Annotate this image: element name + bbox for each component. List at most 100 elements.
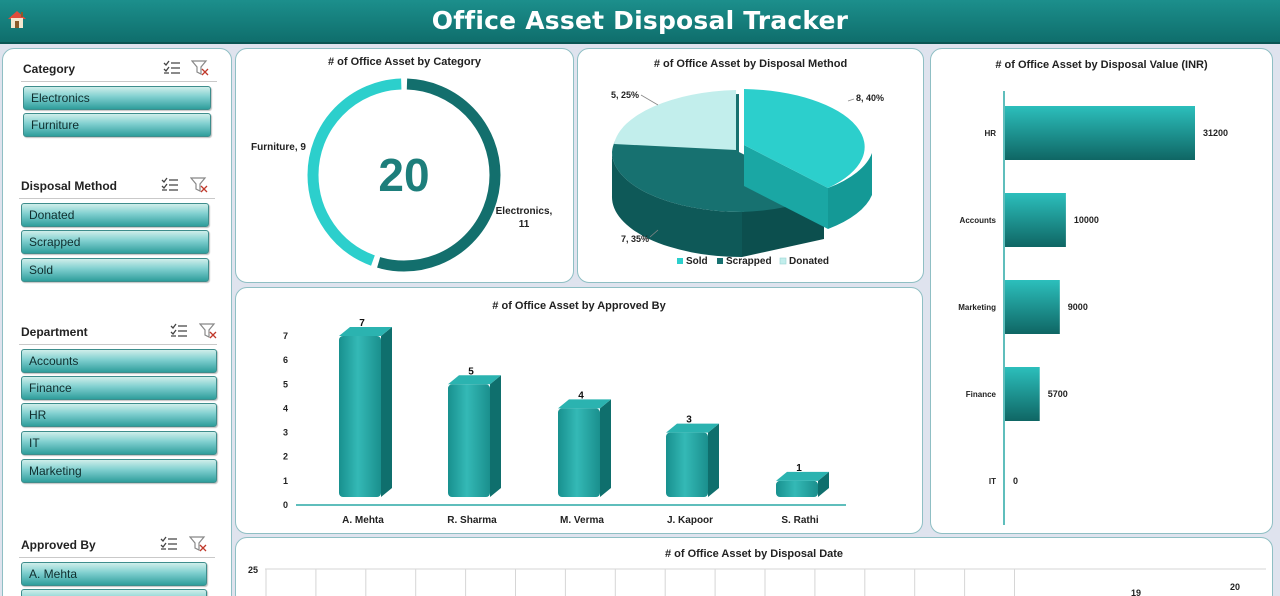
bar-chart-disposal-value: HR 31200 Accounts 10000 Marketing 9000 Finance… bbox=[958, 91, 1228, 525]
donut-label-furniture: Furniture, 9 bbox=[251, 142, 306, 153]
bar-a-mehta[interactable] bbox=[339, 336, 381, 497]
slicer-item-finance[interactable]: Finance bbox=[21, 376, 217, 400]
data-label: 19 bbox=[1131, 588, 1141, 596]
chart-panel-disposal-method: # of Office Asset by Disposal Method 8, … bbox=[577, 48, 924, 283]
slicer-item-marketing[interactable]: Marketing bbox=[21, 459, 217, 483]
legend-swatch-scrapped bbox=[717, 258, 723, 264]
header-bar: Office Asset Disposal Tracker bbox=[0, 0, 1280, 44]
bar-value-label: 31200 bbox=[1203, 128, 1228, 138]
pie-slice-sold-side bbox=[744, 145, 828, 229]
chart-title: # of Office Asset by Disposal Method bbox=[653, 58, 848, 70]
clear-filter-icon[interactable] bbox=[199, 323, 217, 339]
clear-filter-icon[interactable] bbox=[189, 536, 207, 552]
home-icon[interactable] bbox=[6, 8, 28, 30]
y-category-label: Accounts bbox=[960, 216, 997, 225]
slicer-item-hr[interactable]: HR bbox=[21, 403, 217, 427]
bar-top-j-kapoor bbox=[666, 423, 719, 433]
donut-label-electronics: Electronics, 11 bbox=[496, 206, 553, 230]
chart-title: # of Office Asset by Approved By bbox=[492, 300, 666, 312]
chart-title: # of Office Asset by Disposal Date bbox=[664, 548, 844, 560]
pie-slice-donated[interactable] bbox=[614, 90, 736, 150]
clear-filter-icon[interactable] bbox=[191, 60, 209, 76]
slicer-title-disposal-method: Disposal Method bbox=[21, 179, 118, 193]
x-category-label: J. Kapoor bbox=[667, 515, 713, 526]
slicer-item-sold[interactable]: Sold bbox=[21, 258, 209, 282]
pie-slice-sold[interactable] bbox=[744, 89, 865, 188]
slicer-item-electronics[interactable]: Electronics bbox=[23, 86, 211, 110]
y-category-label: Finance bbox=[966, 390, 997, 399]
bar-side-r-sharma bbox=[490, 375, 501, 497]
y-tick-label: 5 bbox=[283, 379, 288, 389]
bar-accounts[interactable] bbox=[1005, 193, 1066, 247]
bar-side-s-rathi bbox=[818, 471, 829, 497]
multi-select-icon[interactable] bbox=[170, 323, 188, 339]
x-category-label: A. Mehta bbox=[342, 515, 384, 526]
y-category-label: IT bbox=[989, 477, 996, 486]
chart-title: # of Office Asset by Category bbox=[327, 56, 482, 68]
legend-label-scrapped: Scrapped bbox=[726, 256, 772, 267]
line-chart-disposal-date: 25 19 20 bbox=[248, 565, 1266, 596]
pie-slice-scrapped-side bbox=[611, 152, 742, 257]
chart-panel-disposal-date: # of Office Asset by Disposal Date 25 19… bbox=[235, 537, 1273, 596]
y-tick-label: 2 bbox=[283, 452, 288, 462]
bar-value-label: 7 bbox=[359, 318, 365, 329]
chart-panel-category: # of Office Asset by Category 20 Furnitu… bbox=[235, 48, 574, 283]
bar-m-verma[interactable] bbox=[558, 408, 600, 497]
y-tick-label: 7 bbox=[283, 331, 288, 341]
bar-hr[interactable] bbox=[1005, 106, 1195, 160]
bar-value-label: 5 bbox=[468, 366, 474, 377]
bar-value-label: 0 bbox=[1013, 476, 1018, 486]
donut-slice-electronics[interactable] bbox=[307, 78, 501, 272]
pie-chart-disposal-method: 8, 40% 5, 25% 7, 35% Sold Scrapped Donat… bbox=[611, 89, 884, 267]
pie-slice-sold-side-curve bbox=[828, 153, 872, 229]
bar-finance[interactable] bbox=[1005, 367, 1040, 421]
bar-side-m-verma bbox=[600, 399, 611, 497]
slicer-divider bbox=[19, 198, 215, 199]
multi-select-icon[interactable] bbox=[163, 60, 181, 76]
bar-top-r-sharma bbox=[448, 375, 501, 385]
legend-label-donated: Donated bbox=[789, 256, 829, 267]
slicer-panel: Category Electronics Furniture Disposal … bbox=[2, 48, 232, 596]
slicer-item-donated[interactable]: Donated bbox=[21, 203, 209, 227]
multi-select-icon[interactable] bbox=[160, 536, 178, 552]
y-tick-label: 6 bbox=[283, 355, 288, 365]
slicer-item-furniture[interactable]: Furniture bbox=[23, 113, 211, 137]
legend-label-sold: Sold bbox=[686, 256, 708, 267]
y-tick-label: 25 bbox=[248, 565, 258, 575]
multi-select-icon[interactable] bbox=[161, 177, 179, 193]
clear-filter-icon[interactable] bbox=[190, 177, 208, 193]
slicer-item-next[interactable] bbox=[21, 589, 207, 596]
legend-swatch-donated bbox=[779, 257, 787, 265]
slicer-item-it[interactable]: IT bbox=[21, 431, 217, 455]
bar-r-sharma[interactable] bbox=[448, 384, 490, 497]
slicer-divider bbox=[19, 344, 217, 345]
slicer-divider bbox=[21, 81, 217, 82]
bar-side-j-kapoor bbox=[708, 423, 719, 497]
bar-j-kapoor[interactable] bbox=[666, 432, 708, 497]
y-tick-label: 1 bbox=[283, 476, 288, 486]
donut-slice-furniture[interactable] bbox=[307, 78, 501, 272]
donut-chart-category: 20 Furniture, 9 Electronics, 11 bbox=[251, 78, 553, 272]
slicer-item-accounts[interactable]: Accounts bbox=[21, 349, 217, 373]
slicer-title-category: Category bbox=[23, 62, 76, 76]
bar-value-label: 5700 bbox=[1048, 389, 1068, 399]
bar-top-a-mehta bbox=[339, 327, 392, 336]
bar-marketing[interactable] bbox=[1005, 280, 1060, 334]
bar-top-m-verma bbox=[558, 399, 611, 409]
bar-s-rathi[interactable] bbox=[776, 480, 818, 497]
bar-value-label: 4 bbox=[578, 390, 584, 401]
slicer-item-a-mehta[interactable]: A. Mehta bbox=[21, 562, 207, 586]
y-tick-label: 3 bbox=[283, 428, 288, 438]
page-title: Office Asset Disposal Tracker bbox=[431, 6, 849, 35]
pie-label-scrapped: 7, 35% bbox=[621, 234, 649, 244]
chart-title: # of Office Asset by Disposal Value (INR… bbox=[995, 59, 1208, 71]
y-category-label: Marketing bbox=[958, 303, 996, 312]
bar-chart-approved-by: 0 1 2 3 4 5 6 7 7 A. Mehta 5 R. Sharma 4 M. Verma 3 J.… bbox=[283, 318, 846, 526]
bar-top-s-rathi bbox=[776, 471, 829, 481]
x-category-label: S. Rathi bbox=[781, 515, 818, 526]
slicer-title-department: Department bbox=[21, 325, 88, 339]
legend-swatch-sold bbox=[677, 258, 683, 264]
bar-side-a-mehta bbox=[381, 327, 392, 497]
slicer-item-scrapped[interactable]: Scrapped bbox=[21, 230, 209, 254]
chart-panel-disposal-value: # of Office Asset by Disposal Value (INR… bbox=[930, 48, 1273, 534]
